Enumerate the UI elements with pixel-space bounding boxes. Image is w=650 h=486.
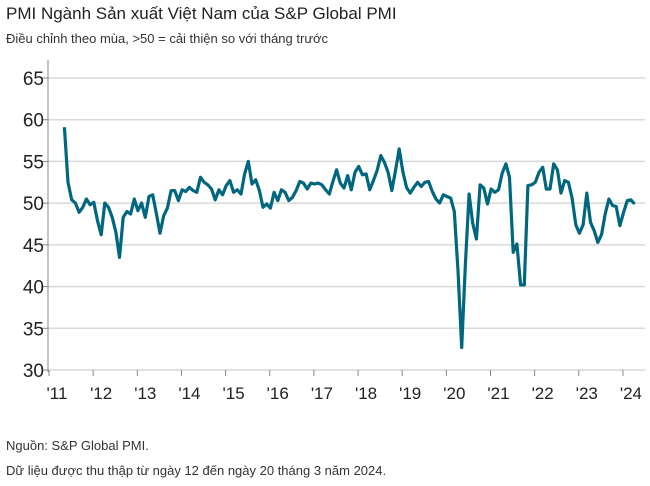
x-tick-label: '18 <box>355 384 377 403</box>
y-tick-label: 55 <box>23 152 44 173</box>
x-tick-label: '15 <box>223 384 245 403</box>
x-tick-label: '13 <box>134 384 156 403</box>
source-note: Nguồn: S&P Global PMI. <box>6 438 149 453</box>
x-tick-label: '21 <box>487 384 509 403</box>
y-tick-label: 45 <box>23 236 44 257</box>
collection-note: Dữ liệu được thu thập từ ngày 12 đến ngà… <box>6 463 387 478</box>
y-tick-label: 50 <box>23 194 44 215</box>
x-tick-label: '22 <box>532 384 554 403</box>
y-tick-label: 40 <box>23 278 44 299</box>
x-tick-label: '20 <box>443 384 465 403</box>
x-tick-label: '14 <box>178 384 200 403</box>
x-tick-label: '17 <box>311 384 333 403</box>
y-tick-label: 30 <box>23 361 44 382</box>
x-tick-label: '24 <box>620 384 642 403</box>
x-tick-label: '11 <box>47 384 68 403</box>
x-tick-label: '12 <box>90 384 112 403</box>
y-tick-label: 35 <box>23 319 44 340</box>
y-tick-label: 65 <box>23 69 44 90</box>
x-tick-label: '19 <box>399 384 421 403</box>
y-tick-label: 60 <box>23 111 44 132</box>
pmi-series-line <box>62 127 636 350</box>
chart-title: PMI Ngành Sản xuất Việt Nam của S&P Glob… <box>6 4 397 23</box>
x-tick-label: '23 <box>576 384 598 403</box>
x-tick-label: '16 <box>267 384 289 403</box>
chart-subtitle: Điều chỉnh theo mùa, >50 = cải thiện so … <box>6 31 329 46</box>
